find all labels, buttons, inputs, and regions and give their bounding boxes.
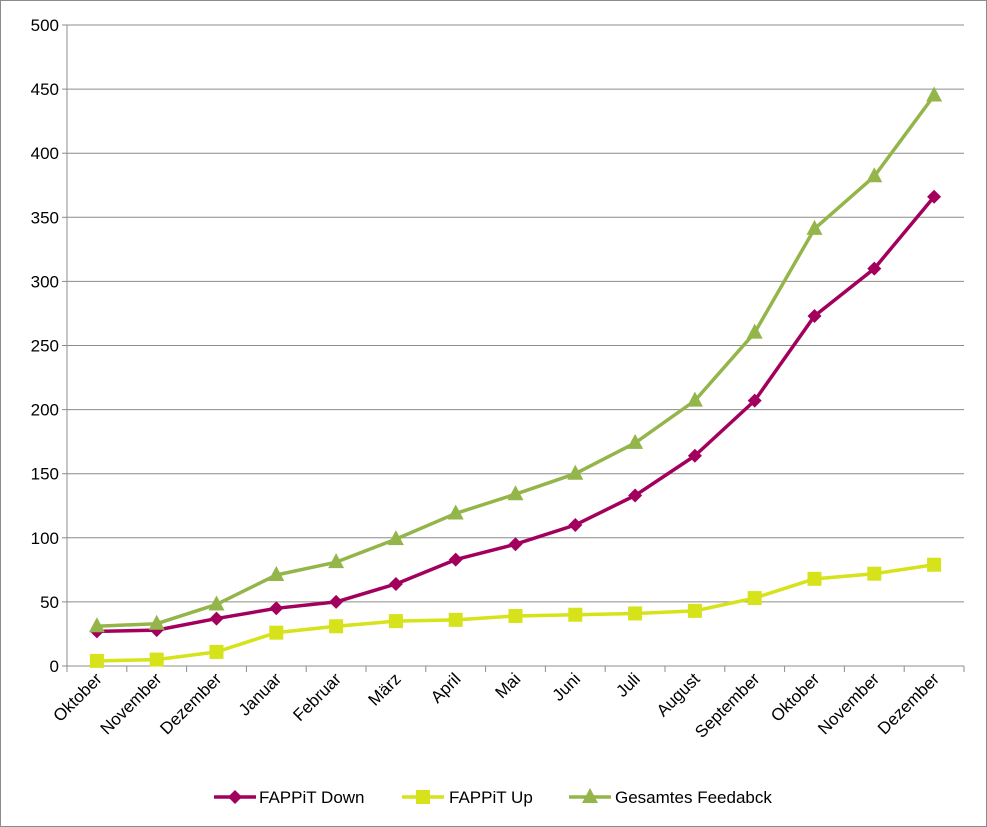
data-point-triangle (806, 219, 823, 235)
legend-item: Gesamtes Feedabck (569, 788, 772, 807)
data-point-square (329, 619, 344, 634)
data-point-diamond (807, 309, 822, 324)
x-tick-label: Juni (549, 669, 584, 704)
data-point-diamond (448, 552, 463, 567)
data-point-square (89, 653, 104, 668)
legend-item: FAPPiT Up (402, 788, 533, 807)
data-point-diamond (568, 517, 583, 532)
x-tick-label: Oktober (767, 669, 823, 725)
data-point-diamond (209, 611, 224, 626)
data-point-diamond (228, 790, 242, 804)
y-axis-ticks: 0 50 100 150 200 250 300 350 400 450 500 (31, 16, 67, 676)
data-point-square (416, 790, 430, 804)
data-point-triangle (507, 485, 524, 501)
data-point-diamond (747, 393, 762, 408)
series-fappit-up (89, 557, 942, 668)
data-point-square (448, 612, 463, 627)
x-tick-label: November (814, 669, 883, 738)
y-tick-label: 300 (31, 272, 59, 291)
x-tick-label: März (365, 669, 405, 709)
x-tick-label: August (653, 669, 704, 720)
data-point-triangle (567, 464, 584, 480)
data-point-square (508, 609, 523, 624)
y-tick-label: 200 (31, 401, 59, 420)
data-point-square (687, 603, 702, 618)
legend-item: FAPPiT Down (214, 788, 365, 807)
data-point-square (269, 625, 284, 640)
data-point-diamond (927, 189, 942, 204)
legend-label: FAPPiT Down (259, 788, 365, 807)
data-point-triangle (582, 788, 598, 803)
legend-label: FAPPiT Up (449, 788, 533, 807)
data-point-diamond (867, 261, 882, 276)
data-point-diamond (687, 448, 702, 463)
legend: FAPPiT Down FAPPiT Up Gesamtes Feedabck (214, 788, 772, 807)
series-fappit-down (89, 189, 942, 639)
x-tick-label: Mai (492, 669, 525, 702)
data-point-triangle (866, 167, 883, 183)
data-point-square (747, 591, 762, 606)
data-point-triangle (268, 565, 285, 581)
data-point-triangle (208, 595, 225, 611)
x-tick-label: Oktober (50, 669, 106, 725)
data-point-triangle (328, 553, 345, 569)
data-point-square (209, 644, 224, 659)
data-point-square (388, 614, 403, 629)
x-tick-label: Januar (235, 669, 285, 719)
data-point-diamond (329, 594, 344, 609)
y-tick-label: 450 (31, 80, 59, 99)
y-tick-label: 50 (40, 593, 59, 612)
data-point-triangle (627, 433, 644, 449)
data-point-triangle (926, 86, 943, 102)
data-point-diamond (508, 537, 523, 552)
y-tick-label: 100 (31, 529, 59, 548)
legend-label: Gesamtes Feedabck (615, 788, 772, 807)
series-gesamtes-feedabck (88, 86, 943, 633)
x-tick-label: April (427, 669, 464, 706)
y-tick-label: 400 (31, 144, 59, 163)
data-point-triangle (148, 614, 165, 630)
series-line (96, 195, 936, 634)
gridlines (67, 24, 964, 603)
data-point-square (149, 652, 164, 667)
x-tick-label: Dezember (874, 669, 943, 738)
data-point-diamond (269, 601, 284, 616)
data-point-diamond (628, 488, 643, 503)
data-point-triangle (387, 530, 404, 546)
data-point-square (568, 607, 583, 622)
data-point-diamond (388, 576, 403, 591)
x-tick-label: November (97, 669, 166, 738)
y-tick-label: 150 (31, 465, 59, 484)
x-tick-label: Juli (612, 669, 643, 700)
data-point-triangle (746, 323, 763, 339)
y-tick-label: 350 (31, 208, 59, 227)
data-point-square (867, 566, 882, 581)
x-tick-label: Dezember (156, 669, 225, 738)
y-tick-label: 250 (31, 337, 59, 356)
data-point-triangle (447, 504, 464, 520)
data-point-square (628, 606, 643, 621)
data-point-square (807, 571, 822, 586)
data-point-square (927, 557, 942, 572)
x-tick-label: Februar (289, 669, 345, 725)
x-tick-label: September (691, 669, 763, 741)
data-point-triangle (686, 391, 703, 407)
series-group (88, 86, 943, 668)
y-tick-label: 0 (50, 657, 59, 676)
y-tick-label: 500 (31, 16, 59, 35)
data-point-triangle (88, 617, 105, 633)
